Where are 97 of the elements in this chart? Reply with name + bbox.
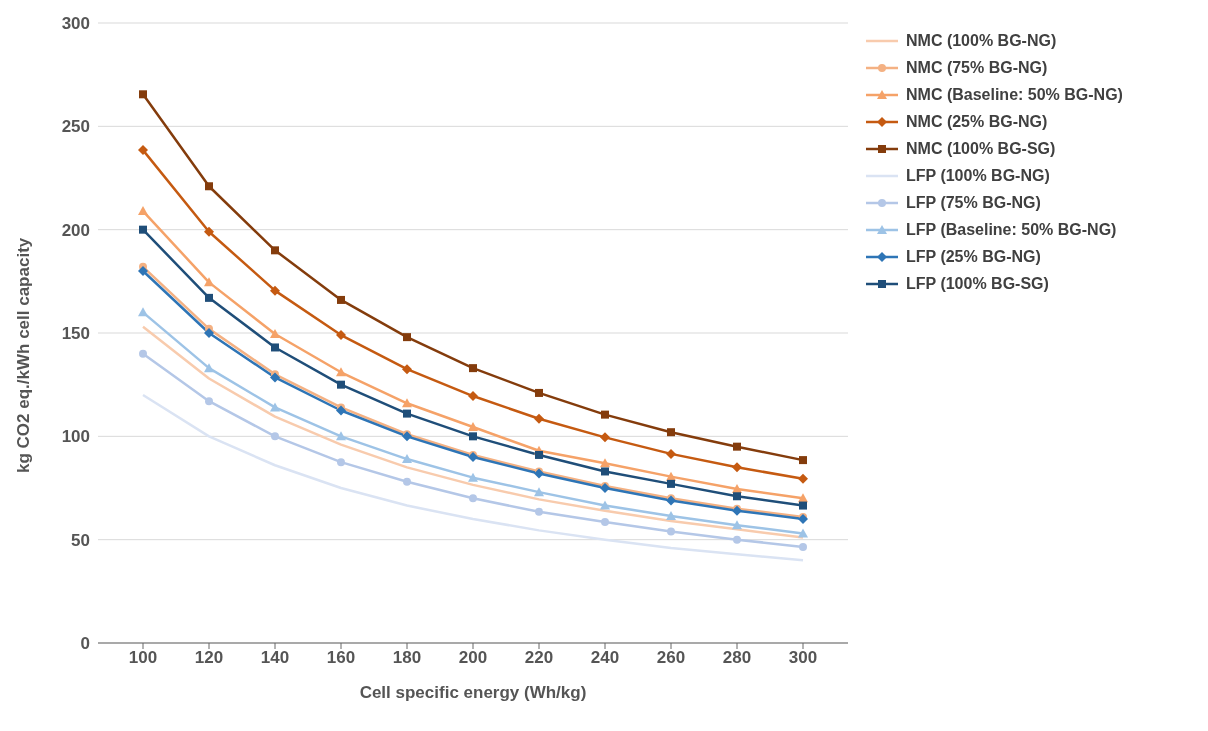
point — [666, 510, 676, 520]
point — [139, 349, 147, 358]
legend-label: LFP (Baseline: 50% BG-NG) — [906, 220, 1117, 239]
legend-label: NMC (100% BG-SG) — [906, 139, 1056, 158]
point — [138, 145, 148, 156]
legend-label: NMC (100% BG-NG) — [906, 31, 1057, 50]
point — [601, 518, 609, 527]
point — [138, 206, 148, 216]
point — [270, 329, 280, 339]
point — [799, 542, 807, 551]
line-series — [141, 393, 805, 562]
point — [403, 477, 411, 486]
point — [337, 458, 345, 467]
x-tick-label: 180 — [392, 648, 422, 668]
x-axis-title: Cell specific energy (Wh/kg) — [359, 683, 587, 702]
point — [601, 410, 609, 419]
point — [601, 467, 609, 476]
point — [270, 372, 280, 383]
point — [204, 363, 214, 373]
point — [733, 535, 741, 544]
y-tick-label: 150 — [61, 324, 90, 344]
x-tick-label: 220 — [524, 648, 554, 668]
y-tick-label: 200 — [61, 220, 90, 240]
point — [468, 391, 478, 402]
point — [204, 277, 214, 287]
point — [469, 432, 477, 441]
x-tick-label: 280 — [722, 648, 752, 668]
legend-label: LFP (100% BG-NG) — [906, 166, 1050, 185]
point — [600, 458, 610, 468]
y-tick-label: 300 — [61, 14, 90, 34]
y-tick-label: 50 — [71, 530, 90, 550]
point — [271, 246, 279, 255]
point — [270, 402, 280, 412]
x-tick-label: 100 — [128, 648, 158, 668]
point — [468, 422, 478, 432]
point — [534, 487, 544, 497]
point — [534, 413, 544, 424]
point — [535, 450, 543, 459]
point — [138, 307, 148, 317]
point — [336, 405, 346, 416]
point — [732, 462, 742, 473]
point — [667, 527, 675, 536]
point — [204, 226, 214, 237]
x-tick-label: 200 — [458, 648, 488, 668]
point — [402, 454, 412, 464]
point — [402, 364, 412, 375]
point — [667, 428, 675, 437]
point — [732, 520, 742, 530]
point — [205, 397, 213, 406]
x-tick-label: 160 — [326, 648, 356, 668]
point — [139, 225, 147, 234]
y-axis-title: kg CO2 eq./kWh cell capacity — [14, 237, 34, 473]
point — [798, 493, 808, 503]
point — [336, 367, 346, 377]
point — [600, 432, 610, 443]
y-tick-label: 100 — [61, 427, 90, 447]
point — [336, 330, 346, 341]
point — [402, 398, 412, 408]
point — [271, 432, 279, 441]
point — [336, 431, 346, 441]
point — [733, 442, 741, 451]
legend-label: NMC (Baseline: 50% BG-NG) — [906, 85, 1123, 104]
x-tick-label: 120 — [194, 648, 224, 668]
point — [666, 448, 676, 459]
x-tick-label: 260 — [656, 648, 686, 668]
point — [535, 388, 543, 397]
point — [798, 473, 808, 484]
point — [600, 500, 610, 510]
point — [403, 409, 411, 418]
point — [205, 182, 213, 191]
point — [733, 492, 741, 501]
point — [337, 380, 345, 389]
point — [138, 266, 148, 276]
point — [271, 343, 279, 352]
legend-label: NMC (75% BG-NG) — [906, 58, 1048, 77]
point — [270, 285, 280, 296]
point — [139, 90, 147, 99]
point — [469, 364, 477, 373]
point — [535, 507, 543, 516]
y-tick-label: 250 — [61, 117, 90, 137]
x-tick-label: 300 — [788, 648, 818, 668]
y-tick-label: 0 — [80, 634, 90, 654]
legend-label: LFP (25% BG-NG) — [906, 247, 1041, 266]
x-tick-label: 240 — [590, 648, 620, 668]
point — [799, 501, 807, 510]
legend-label: LFP (75% BG-NG) — [906, 193, 1041, 212]
legend-label: LFP (100% BG-SG) — [906, 274, 1049, 293]
x-tick-label: 140 — [260, 648, 290, 668]
legend-label: NMC (25% BG-NG) — [906, 112, 1048, 131]
point — [667, 479, 675, 488]
point — [469, 494, 477, 503]
point — [468, 472, 478, 482]
point — [799, 456, 807, 465]
point — [205, 293, 213, 302]
point — [337, 295, 345, 304]
point — [403, 333, 411, 342]
point — [204, 328, 214, 338]
